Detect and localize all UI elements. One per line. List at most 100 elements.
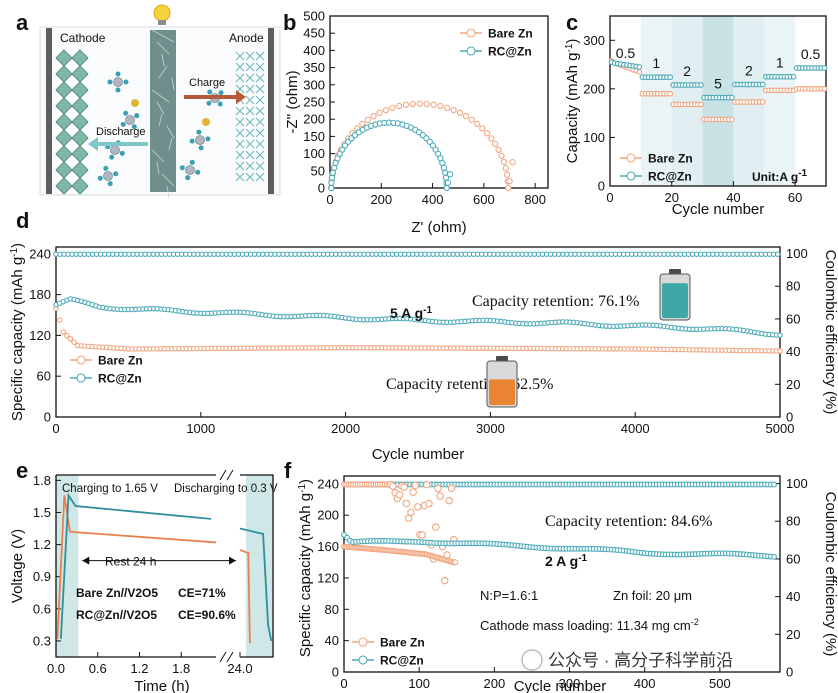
y-tick-label: 0.9 xyxy=(33,569,51,584)
x-tick-label: 800 xyxy=(524,192,546,207)
data-point-bare xyxy=(462,112,470,120)
ion-center xyxy=(103,171,113,181)
water-molecule xyxy=(207,89,213,95)
data-point-bare xyxy=(450,106,457,114)
rate-label: 0.5 xyxy=(616,45,636,61)
legend-marker xyxy=(626,153,636,163)
y-tick-label: 1.5 xyxy=(33,505,51,520)
panel-letter-e: e xyxy=(16,458,28,483)
charge-region xyxy=(56,475,79,657)
rate-annotation: 5 A g-1 xyxy=(390,305,433,322)
unit-note: Unit:A g-1 xyxy=(752,168,808,185)
anode-lattice-cell xyxy=(245,95,255,105)
lightbulb-base-icon xyxy=(158,20,166,25)
y-tick-label: 80 xyxy=(786,279,800,294)
separator-fiber xyxy=(151,149,165,163)
data-point-bare xyxy=(729,116,735,123)
ce-point-bare xyxy=(434,484,442,493)
y-tick-label: 200 xyxy=(583,81,605,96)
zn-ion xyxy=(131,99,139,107)
data-point-bare xyxy=(488,135,495,142)
y-tick-label: 40 xyxy=(786,589,800,604)
y-tick-label: 60 xyxy=(786,551,800,566)
water-molecule xyxy=(120,121,126,127)
anode-lattice-cell xyxy=(245,73,255,83)
ce-point-bare xyxy=(407,508,415,517)
separator-fiber xyxy=(168,137,173,151)
data-point-rc xyxy=(443,184,450,192)
ion-center xyxy=(195,135,205,145)
bare-discharge-curve xyxy=(239,549,251,644)
data-point-bare xyxy=(402,101,410,108)
rest-arrow-right xyxy=(229,556,236,565)
x-tick-label: 40 xyxy=(726,190,740,205)
x-tick-label: 400 xyxy=(634,676,656,691)
data-point-bare xyxy=(443,104,451,111)
ce-point-bare xyxy=(447,484,456,492)
legend-label: RC@Zn xyxy=(648,170,692,184)
rest-arrow-left xyxy=(82,556,90,565)
zn-ion xyxy=(202,118,210,126)
anode-lattice-cell xyxy=(255,117,265,127)
legend-label: RC@Zn xyxy=(488,45,532,59)
anode-lattice-cell xyxy=(255,172,265,182)
data-point-bare xyxy=(456,109,464,117)
charge-label: Charge xyxy=(189,77,225,89)
x-tick-label: 0 xyxy=(52,421,59,436)
data-point-bare xyxy=(483,130,491,137)
data-point-bare xyxy=(382,106,390,114)
rc-retention-label: Capacity retention: 84.6% xyxy=(545,513,713,530)
water-molecule xyxy=(195,169,201,175)
anode-lattice-cell xyxy=(245,117,255,127)
ion-center xyxy=(110,145,120,155)
bare-ce-label: CE=71% xyxy=(178,586,226,600)
ce-point-bare xyxy=(431,523,440,531)
water-molecule xyxy=(113,171,119,177)
anode-lattice-cell xyxy=(235,73,245,83)
data-point-bare xyxy=(504,171,511,178)
water-molecule xyxy=(109,154,115,160)
separator xyxy=(150,30,176,192)
panel-letter-a: a xyxy=(16,10,29,35)
x-tick-label: 300 xyxy=(559,676,581,691)
data-point-rc xyxy=(440,164,448,171)
water-molecule xyxy=(189,159,195,165)
legend-label: Bare Zn xyxy=(488,27,533,41)
panel-letter-f: f xyxy=(284,458,292,483)
x-tick-label: 5000 xyxy=(766,421,795,436)
ce-point-bare xyxy=(436,492,444,500)
legend-marker xyxy=(466,46,476,56)
data-point-rc xyxy=(329,169,337,176)
panel-letter-d: d xyxy=(16,208,29,233)
water-molecule xyxy=(189,138,195,144)
ce-point-bare xyxy=(422,480,431,489)
data-point-bare xyxy=(359,120,366,128)
data-point-bare xyxy=(492,140,499,148)
y-tick-label: 120 xyxy=(29,328,51,343)
y-tick-label: 400 xyxy=(303,43,325,58)
x-tick-label: 500 xyxy=(709,676,731,691)
y-tick-label: 200 xyxy=(317,508,339,523)
rate-band xyxy=(610,16,641,186)
water-molecule xyxy=(103,165,109,171)
cathode-lattice-cell xyxy=(71,177,89,195)
anode-lattice-cell xyxy=(235,106,245,116)
x-tick-label: 200 xyxy=(483,676,505,691)
data-point-rc xyxy=(328,179,335,187)
x-tick-label: 400 xyxy=(422,192,444,207)
water-molecule xyxy=(119,150,125,156)
cathode-plate xyxy=(46,28,52,194)
x-tick-label: 0 xyxy=(340,676,347,691)
legend-marker xyxy=(76,373,86,383)
plot-frame-right xyxy=(240,474,274,658)
water-molecule xyxy=(134,113,140,119)
rest-label: Rest 24 h xyxy=(105,555,156,569)
water-molecule xyxy=(115,71,121,77)
data-point-bare xyxy=(67,336,74,342)
separator-fiber xyxy=(156,41,170,55)
separator-fiber xyxy=(158,113,163,127)
panel-b: b0 200 400 600 80005010015020025030035040045… xyxy=(283,9,549,236)
x-tick-label: 60 xyxy=(788,190,802,205)
anode-lattice-cell xyxy=(245,161,255,171)
